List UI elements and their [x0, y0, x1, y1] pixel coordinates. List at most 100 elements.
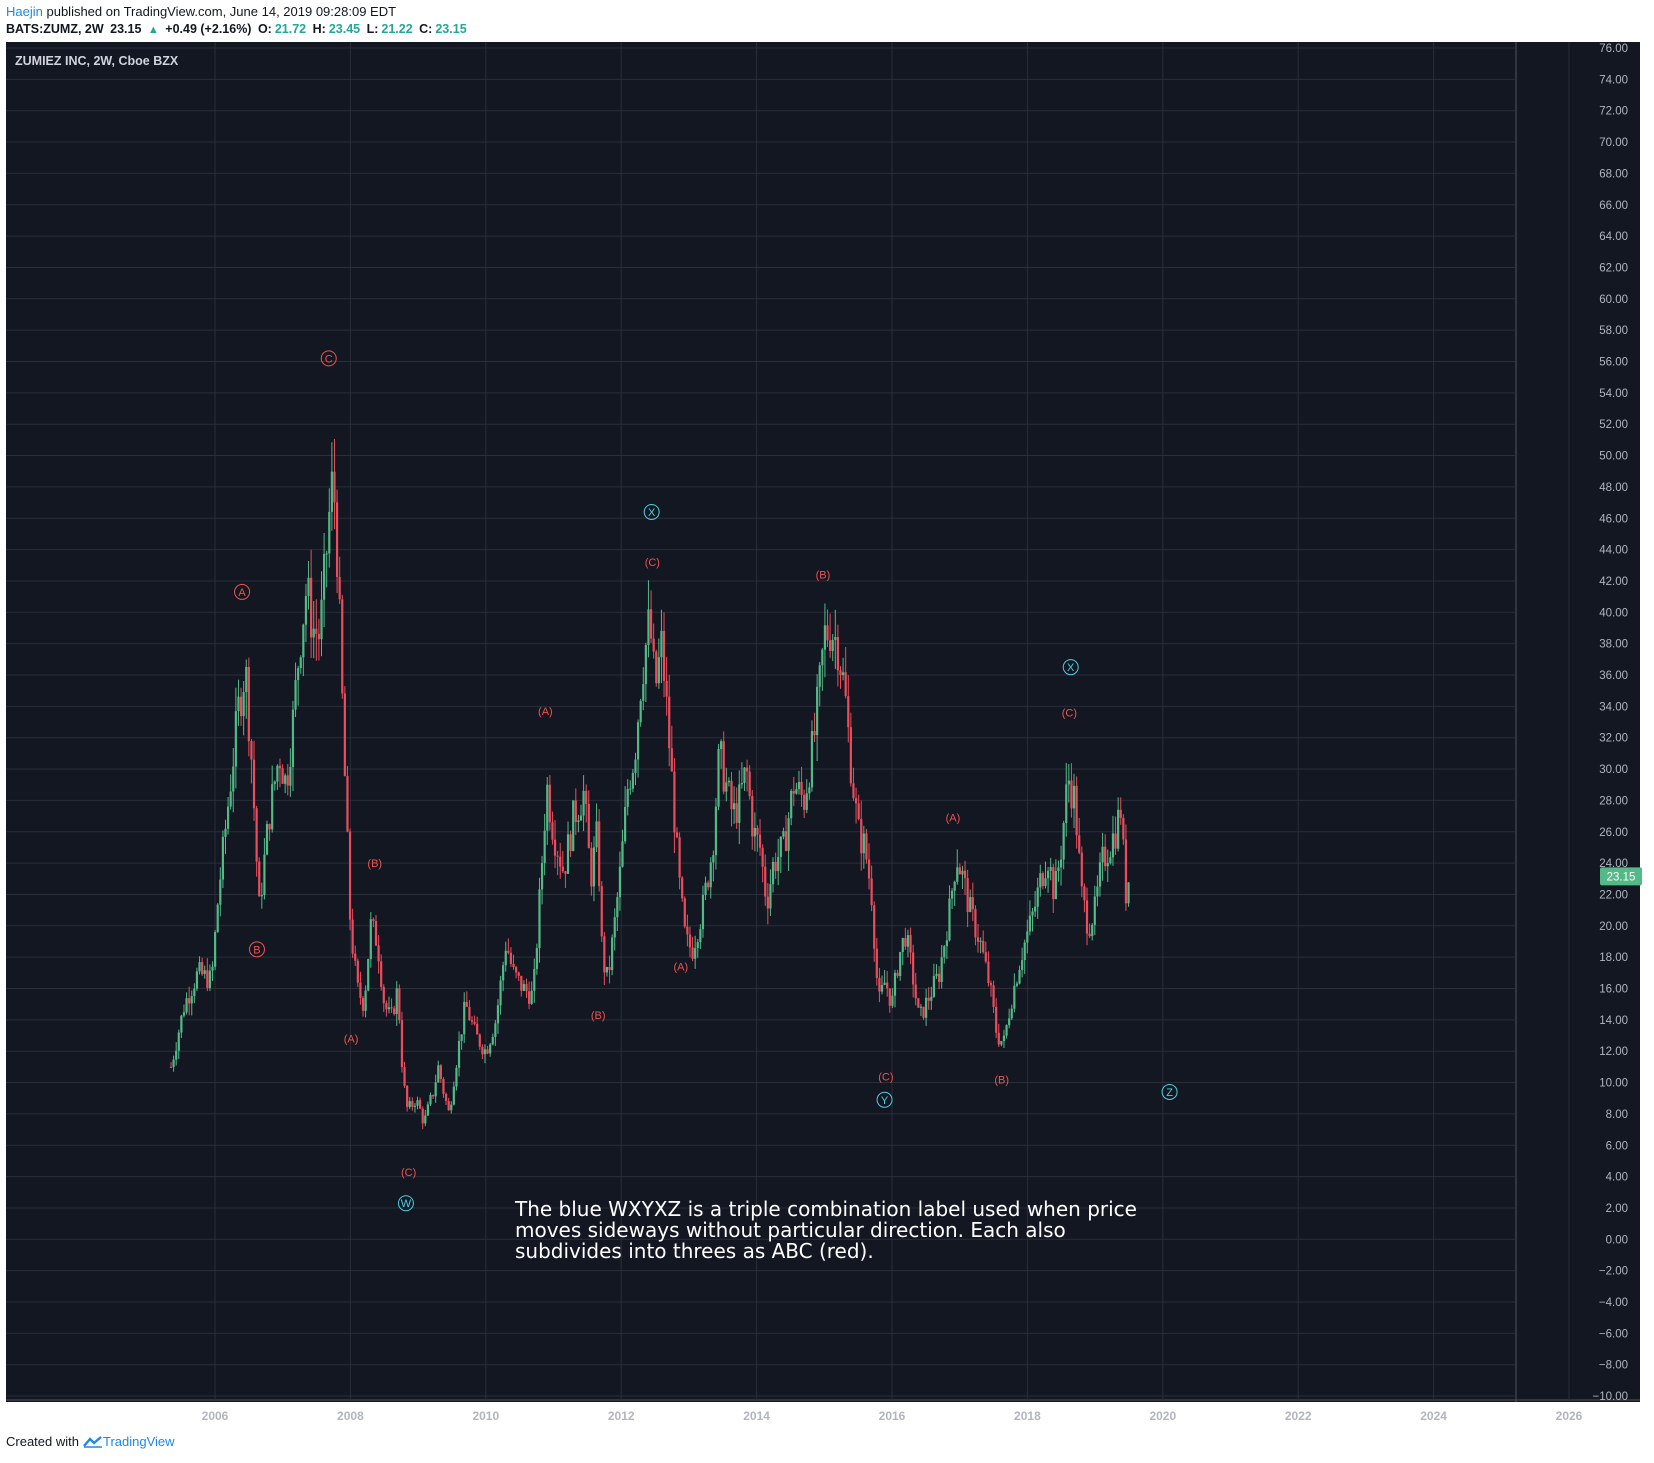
candle-body — [795, 789, 798, 794]
candle-body — [224, 828, 227, 837]
candle-body — [613, 917, 616, 938]
candle-body — [694, 948, 697, 959]
candle-body — [888, 988, 891, 1006]
candle-body — [1054, 871, 1057, 900]
candle-body — [748, 771, 751, 797]
candle-body — [406, 1085, 409, 1107]
wave-label: (A) — [673, 962, 688, 974]
candle-body — [683, 898, 686, 927]
candle-body — [232, 766, 235, 792]
candle-body — [276, 765, 279, 782]
candle-body — [738, 784, 741, 823]
candle-body — [668, 696, 671, 749]
candle-body — [875, 948, 878, 979]
candle-body — [1091, 924, 1094, 937]
candle-body — [255, 808, 258, 862]
publish-info: Haejin published on TradingView.com, Jun… — [6, 4, 396, 19]
candle-body — [906, 935, 910, 947]
candle-body — [551, 822, 554, 840]
candle-body — [966, 878, 969, 912]
candle-body — [725, 782, 728, 792]
candle-body — [841, 672, 845, 676]
candle-body — [901, 938, 904, 953]
candle-body — [335, 502, 339, 578]
y-tick-label: 6.00 — [1606, 1140, 1628, 1152]
candle-body — [367, 959, 370, 991]
candle-body — [953, 881, 956, 891]
candle-body — [631, 772, 634, 789]
candle-body — [616, 897, 619, 918]
candle-body — [655, 651, 658, 684]
candle-body — [509, 952, 513, 964]
candle-body — [177, 1032, 180, 1051]
y-tick-label: 68.00 — [1599, 168, 1628, 180]
candle-body — [585, 790, 588, 804]
candle-body — [403, 1067, 406, 1086]
y-tick-label: 50.00 — [1599, 451, 1628, 463]
candle-body — [564, 871, 567, 874]
x-tick-label: 2018 — [1014, 1409, 1041, 1423]
candle-body — [777, 856, 780, 872]
high-label: H: — [312, 22, 326, 36]
wave-label: (B) — [591, 1010, 606, 1022]
candle-body — [302, 624, 305, 658]
candle-body — [995, 1006, 998, 1033]
y-tick-label: 74.00 — [1599, 74, 1628, 86]
candle-body — [517, 972, 520, 976]
candle-body — [393, 1008, 396, 1015]
x-tick-label: 2012 — [608, 1409, 635, 1423]
candle-body — [880, 985, 884, 992]
candle-body — [958, 867, 961, 875]
candle-body — [727, 780, 731, 783]
candle-body — [870, 878, 873, 906]
candle-body — [626, 789, 629, 807]
candle-body — [673, 771, 676, 833]
wave-label: (C) — [878, 1071, 893, 1083]
candle-body — [608, 966, 611, 971]
candle-body — [400, 1020, 404, 1068]
candle-body — [1036, 887, 1039, 907]
candle-body — [491, 1036, 494, 1045]
note-text-line: subdivides into threes as ABC (red). — [515, 1239, 874, 1263]
candle-body — [553, 839, 557, 856]
candle-body — [969, 897, 972, 912]
candle-body — [639, 700, 642, 723]
candle-body — [452, 1086, 455, 1105]
candle-body — [707, 882, 710, 888]
candle-body — [844, 672, 847, 697]
candle-body — [1098, 862, 1102, 887]
candle-body — [600, 886, 603, 937]
candle-body — [548, 784, 551, 823]
candle-body — [437, 1065, 440, 1083]
author-link[interactable]: Haejin — [6, 4, 43, 19]
candle-body — [1117, 809, 1120, 849]
candle-body — [681, 877, 684, 899]
candle-body — [649, 609, 653, 639]
y-tick-label: −8.00 — [1599, 1360, 1628, 1372]
candle-body — [714, 806, 718, 856]
candle-body — [935, 973, 938, 976]
y-tick-label: 4.00 — [1606, 1172, 1628, 1184]
tradingview-logo[interactable]: TradingView — [83, 1434, 175, 1449]
candle-body — [922, 1006, 925, 1018]
candle-body — [1026, 931, 1029, 943]
candle-body — [1070, 780, 1073, 809]
candle-body — [408, 1101, 411, 1107]
candle-body — [813, 731, 816, 736]
wave-label-circle — [234, 583, 251, 600]
candle-body — [273, 781, 276, 785]
candle-body — [914, 984, 917, 999]
candle-body — [847, 696, 850, 728]
candle-body — [1088, 933, 1091, 937]
candle-body — [1057, 867, 1060, 872]
note-text-line: moves sideways without particular direct… — [515, 1218, 1066, 1242]
price-change: +0.49 (+2.16%) — [165, 22, 252, 36]
candle-body — [1008, 1018, 1011, 1026]
candle-body — [808, 787, 811, 794]
y-tick-label: 48.00 — [1599, 482, 1628, 494]
candle-body — [1093, 896, 1096, 925]
y-tick-label: 0.00 — [1606, 1234, 1628, 1246]
wave-label-circle — [320, 350, 337, 367]
candle-body — [201, 962, 204, 975]
